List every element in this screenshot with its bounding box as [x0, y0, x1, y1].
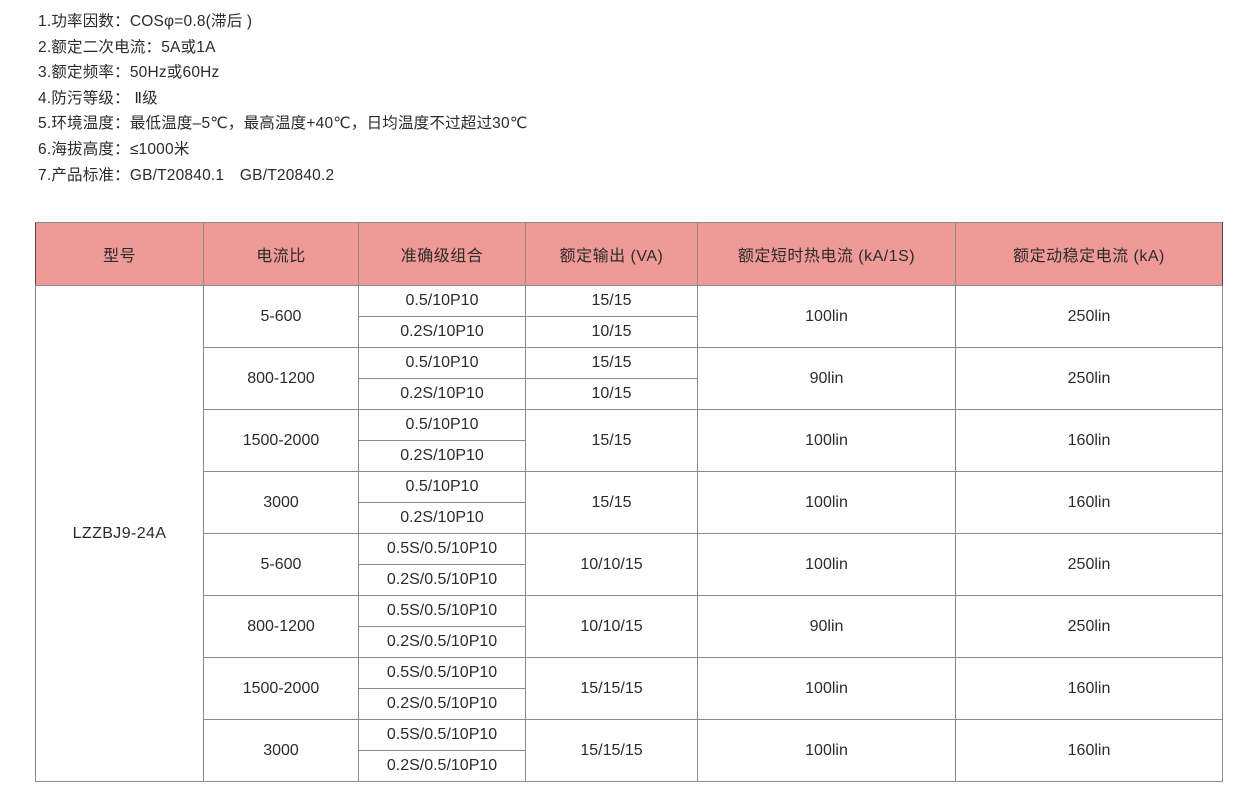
table-row: 0.2S/0.5/10P10: [36, 626, 1223, 658]
cell-accuracy-class: 0.5/10P10: [358, 471, 526, 503]
spec-item-frequency: 3.额定频率：50Hz或60Hz: [38, 64, 220, 82]
cell-current-ratio: 5-600: [203, 533, 359, 596]
cell-thermal-current: 100lin: [697, 285, 956, 348]
specification-table: 型号 电流比 准确级组合 额定输出 (VA) 额定短时热电流 (kA/1S) 额…: [35, 222, 1223, 782]
cell-rated-output: 10/15: [525, 316, 698, 348]
cell-accuracy-class: 0.5S/0.5/10P10: [358, 657, 526, 689]
cell-thermal-current: 100lin: [697, 719, 956, 782]
cell-accuracy-class: 0.5S/0.5/10P10: [358, 595, 526, 627]
cell-accuracy-class: 0.2S/0.5/10P10: [358, 626, 526, 658]
table-header-row: 型号 电流比 准确级组合 额定输出 (VA) 额定短时热电流 (kA/1S) 额…: [35, 222, 1223, 286]
specification-list: 1.功率因数：COSφ=0.8(滞后 ) 2.额定二次电流：5A或1A 3.额定…: [0, 0, 1254, 188]
cell-model: LZZBJ9-24A: [35, 285, 204, 782]
cell-current-ratio: 1500-2000: [203, 657, 359, 720]
column-header-dynamic-current: 额定动稳定电流 (kA): [955, 222, 1223, 286]
column-header-ratio: 电流比: [203, 222, 359, 286]
spec-item-secondary-current: 2.额定二次电流：5A或1A: [38, 38, 216, 56]
cell-dynamic-current: 160lin: [955, 719, 1223, 782]
table-row: 0.2S/10P10 10/15: [36, 316, 1223, 348]
cell-rated-output: 10/10/15: [525, 595, 698, 658]
cell-current-ratio: 3000: [203, 719, 359, 782]
cell-current-ratio: 3000: [203, 471, 359, 534]
cell-current-ratio: 800-1200: [203, 347, 359, 410]
cell-current-ratio: 800-1200: [203, 595, 359, 658]
cell-dynamic-current: 250lin: [955, 595, 1223, 658]
table-row: 0.2S/0.5/10P10: [36, 688, 1223, 720]
cell-current-ratio: 1500-2000: [203, 409, 359, 472]
cell-dynamic-current: 250lin: [955, 347, 1223, 410]
cell-thermal-current: 90lin: [697, 595, 956, 658]
cell-dynamic-current: 160lin: [955, 409, 1223, 472]
cell-accuracy-class: 0.2S/10P10: [358, 316, 526, 348]
table-row: 800-1200 0.5/10P10 15/15 90lin 250lin: [36, 347, 1223, 410]
table-row: 3000 0.5/10P10 15/15 100lin 160lin: [36, 471, 1223, 534]
specification-table-wrapper: 型号 电流比 准确级组合 额定输出 (VA) 额定短时热电流 (kA/1S) 额…: [35, 222, 1223, 782]
cell-accuracy-class: 0.5/10P10: [358, 409, 526, 441]
cell-accuracy-class: 0.5/10P10: [358, 347, 526, 379]
cell-rated-output: 15/15/15: [525, 719, 698, 782]
table-row: 0.2S/10P10: [36, 502, 1223, 534]
cell-thermal-current: 100lin: [697, 409, 956, 472]
spec-item-pollution-level: 4.防污等级： Ⅱ级: [38, 89, 158, 107]
cell-rated-output: 10/15: [525, 378, 698, 410]
cell-accuracy-class: 0.5S/0.5/10P10: [358, 719, 526, 751]
cell-rated-output: 15/15: [525, 471, 698, 534]
cell-rated-output: 15/15: [525, 347, 698, 379]
cell-dynamic-current: 250lin: [955, 533, 1223, 596]
spec-item-altitude: 6.海拔高度：≤1000米: [38, 140, 190, 158]
column-header-rated-output: 额定输出 (VA): [525, 222, 698, 286]
cell-rated-output: 15/15/15: [525, 657, 698, 720]
spec-item-power-factor: 1.功率因数：COSφ=0.8(滞后 ): [38, 13, 253, 30]
table-row: 0.2S/10P10 10/15: [36, 378, 1223, 410]
table-row: 800-1200 0.5S/0.5/10P10 10/10/15 90lin 250li…: [36, 595, 1223, 658]
cell-rated-output: 10/10/15: [525, 533, 698, 596]
column-header-thermal-current: 额定短时热电流 (kA/1S): [697, 222, 956, 286]
table-body: LZZBJ9-24A 5-600 0.5/10P10 15/15 100lin 250li…: [35, 285, 1223, 782]
cell-accuracy-class: 0.2S/10P10: [358, 378, 526, 410]
cell-accuracy-class: 0.5/10P10: [358, 285, 526, 317]
cell-rated-output: 15/15: [525, 409, 698, 472]
table-row: 0.2S/10P10: [36, 440, 1223, 472]
column-header-model: 型号: [35, 222, 204, 286]
cell-thermal-current: 100lin: [697, 657, 956, 720]
cell-rated-output: 15/15: [525, 285, 698, 317]
cell-dynamic-current: 160lin: [955, 657, 1223, 720]
cell-accuracy-class: 0.5S/0.5/10P10: [358, 533, 526, 565]
spec-item-ambient-temp: 5.环境温度：最低温度–5℃，最高温度+40℃，日均温度不过超过30℃: [38, 115, 528, 133]
cell-accuracy-class: 0.2S/10P10: [358, 440, 526, 472]
table-row: 0.2S/0.5/10P10: [36, 564, 1223, 596]
cell-current-ratio: 5-600: [203, 285, 359, 348]
cell-thermal-current: 90lin: [697, 347, 956, 410]
cell-thermal-current: 100lin: [697, 533, 956, 596]
table-header: 型号 电流比 准确级组合 额定输出 (VA) 额定短时热电流 (kA/1S) 额…: [35, 222, 1223, 286]
table-row: 0.2S/0.5/10P10: [36, 750, 1223, 782]
cell-accuracy-class: 0.2S/10P10: [358, 502, 526, 534]
table-row: 1500-2000 0.5/10P10 15/15 100lin 160lin: [36, 409, 1223, 472]
table-row: 1500-2000 0.5S/0.5/10P10 15/15/15 100lin 160…: [36, 657, 1223, 720]
cell-accuracy-class: 0.2S/0.5/10P10: [358, 688, 526, 720]
spec-item-product-standard: 7.产品标准：GB/T20840.1 GB/T20840.2: [38, 166, 335, 184]
cell-accuracy-class: 0.2S/0.5/10P10: [358, 750, 526, 782]
cell-dynamic-current: 160lin: [955, 471, 1223, 534]
table-row: 5-600 0.5S/0.5/10P10 10/10/15 100lin 250lin: [36, 533, 1223, 596]
cell-accuracy-class: 0.2S/0.5/10P10: [358, 564, 526, 596]
table-row: 3000 0.5S/0.5/10P10 15/15/15 100lin 160lin: [36, 719, 1223, 782]
cell-thermal-current: 100lin: [697, 471, 956, 534]
cell-dynamic-current: 250lin: [955, 285, 1223, 348]
column-header-class-combo: 准确级组合: [358, 222, 526, 286]
table-row: LZZBJ9-24A 5-600 0.5/10P10 15/15 100lin 250li…: [35, 285, 1223, 782]
